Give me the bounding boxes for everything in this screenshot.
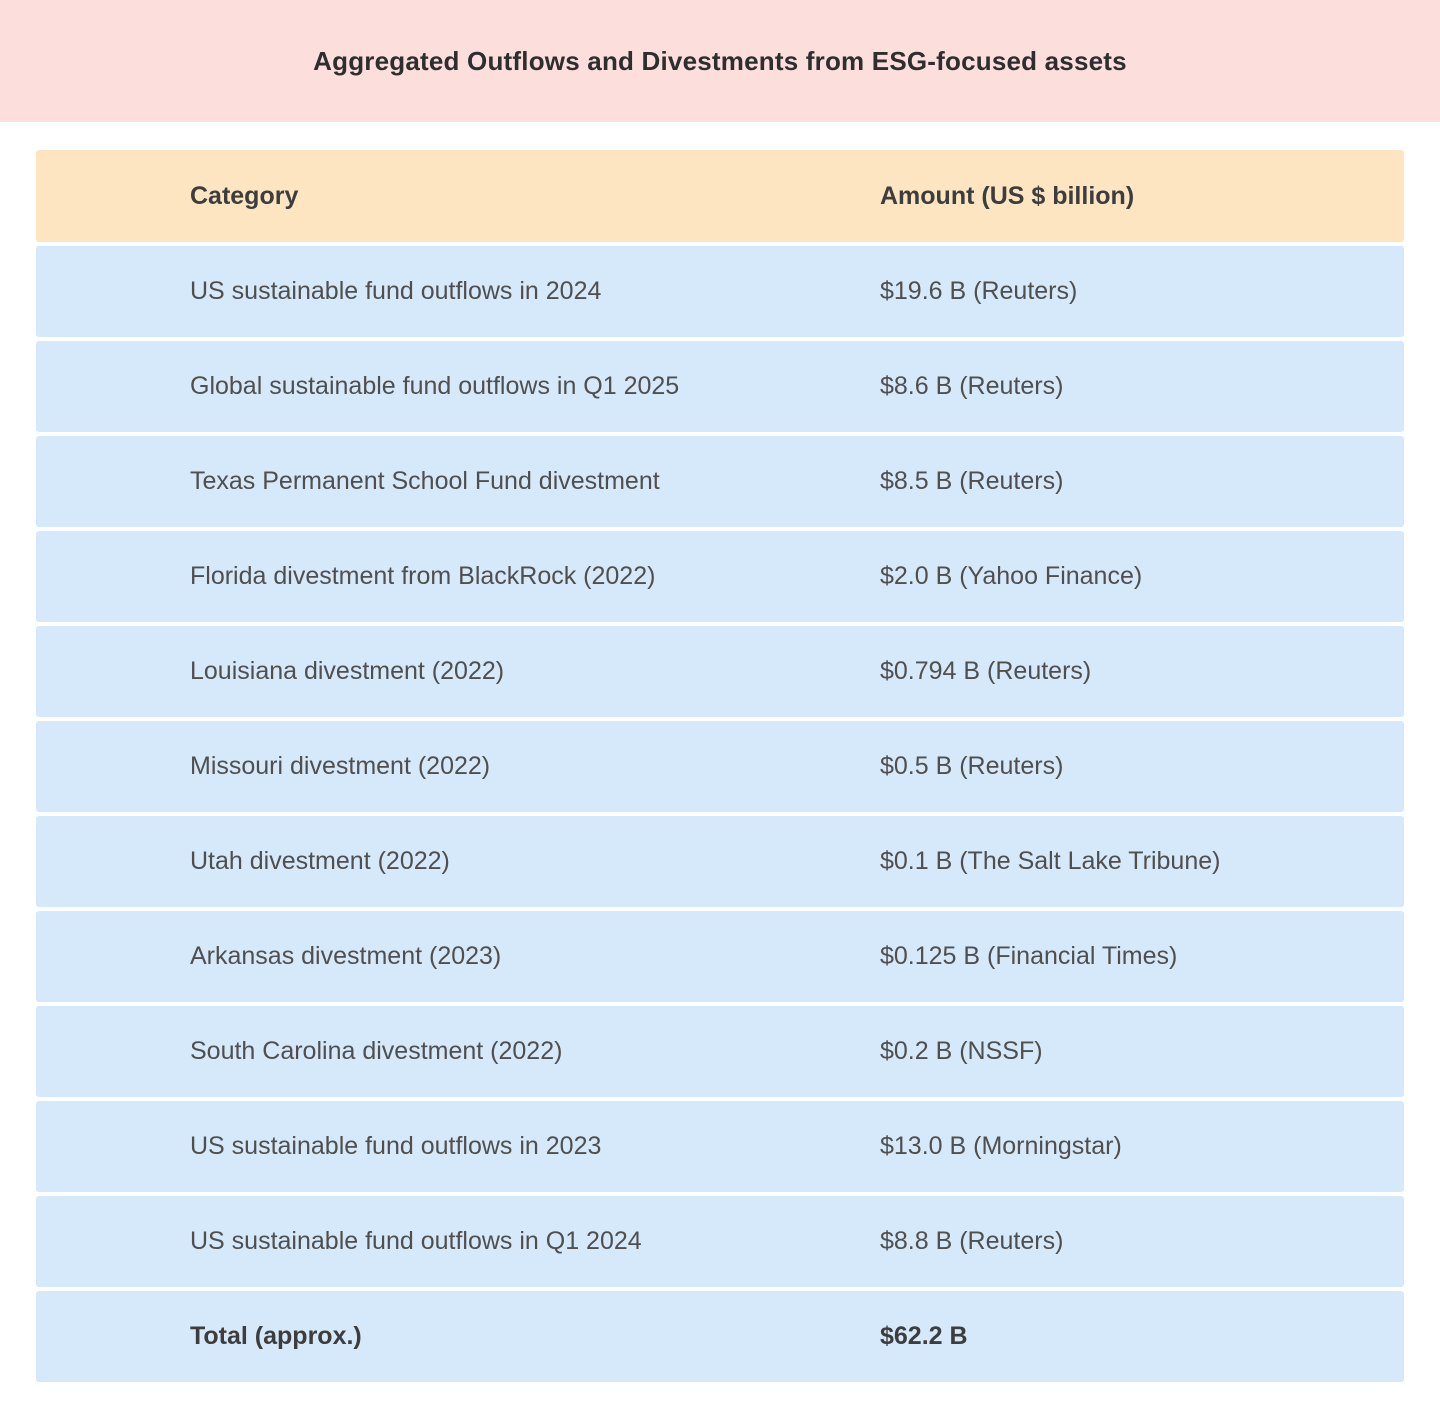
amount-cell: $19.6 B (Reuters): [880, 277, 1078, 305]
table-row: Utah divestment (2022) $0.1 B (The Salt …: [36, 816, 1404, 907]
table-row: US sustainable fund outflows in 2023 $13…: [36, 1101, 1404, 1192]
amount-cell: $0.5 B (Reuters): [880, 752, 1064, 780]
category-cell: Utah divestment (2022): [190, 847, 450, 875]
category-cell: Missouri divestment (2022): [190, 752, 491, 780]
table-row: Arkansas divestment (2023) $0.125 B (Fin…: [36, 911, 1404, 1002]
column-header-amount: Amount (US $ billion): [880, 181, 1135, 210]
amount-cell: $13.0 B (Morningstar): [880, 1132, 1122, 1160]
amount-cell: $8.6 B (Reuters): [880, 372, 1064, 400]
page-title: Aggregated Outflows and Divestments from…: [313, 45, 1127, 76]
table-row: Florida divestment from BlackRock (2022)…: [36, 531, 1404, 622]
table-row: US sustainable fund outflows in 2024 $19…: [36, 246, 1404, 337]
category-cell: US sustainable fund outflows in Q1 2024: [190, 1227, 642, 1255]
category-cell: US sustainable fund outflows in 2023: [190, 1132, 602, 1160]
amount-cell: $0.2 B (NSSF): [880, 1037, 1043, 1065]
title-band: Aggregated Outflows and Divestments from…: [0, 0, 1440, 122]
table-row: South Carolina divestment (2022) $0.2 B …: [36, 1006, 1404, 1097]
amount-cell: $2.0 B (Yahoo Finance): [880, 562, 1143, 590]
table-row: Louisiana divestment (2022) $0.794 B (Re…: [36, 626, 1404, 717]
category-cell: Arkansas divestment (2023): [190, 942, 502, 970]
table-row: US sustainable fund outflows in Q1 2024 …: [36, 1196, 1404, 1287]
amount-cell: $0.125 B (Financial Times): [880, 942, 1178, 970]
category-cell: Florida divestment from BlackRock (2022): [190, 562, 656, 590]
amount-cell: $0.794 B (Reuters): [880, 657, 1092, 685]
amount-cell: $0.1 B (The Salt Lake Tribune): [880, 847, 1221, 875]
table-row: Texas Permanent School Fund divestment $…: [36, 436, 1404, 527]
category-cell: Global sustainable fund outflows in Q1 2…: [190, 372, 680, 400]
category-cell: US sustainable fund outflows in 2024: [190, 277, 602, 305]
table-total-row: Total (approx.) $62.2 B: [36, 1291, 1404, 1382]
amount-cell: $8.8 B (Reuters): [880, 1227, 1064, 1255]
column-header-category: Category: [190, 181, 299, 210]
total-amount: $62.2 B: [880, 1322, 968, 1350]
esg-outflows-table: Category Amount (US $ billion) US sustai…: [36, 150, 1404, 1386]
total-label: Total (approx.): [190, 1322, 362, 1350]
table-row: Global sustainable fund outflows in Q1 2…: [36, 341, 1404, 432]
category-cell: South Carolina divestment (2022): [190, 1037, 563, 1065]
category-cell: Louisiana divestment (2022): [190, 657, 505, 685]
table-header-row: Category Amount (US $ billion): [36, 150, 1404, 242]
table-row: Missouri divestment (2022) $0.5 B (Reute…: [36, 721, 1404, 812]
amount-cell: $8.5 B (Reuters): [880, 467, 1064, 495]
category-cell: Texas Permanent School Fund divestment: [190, 467, 660, 495]
